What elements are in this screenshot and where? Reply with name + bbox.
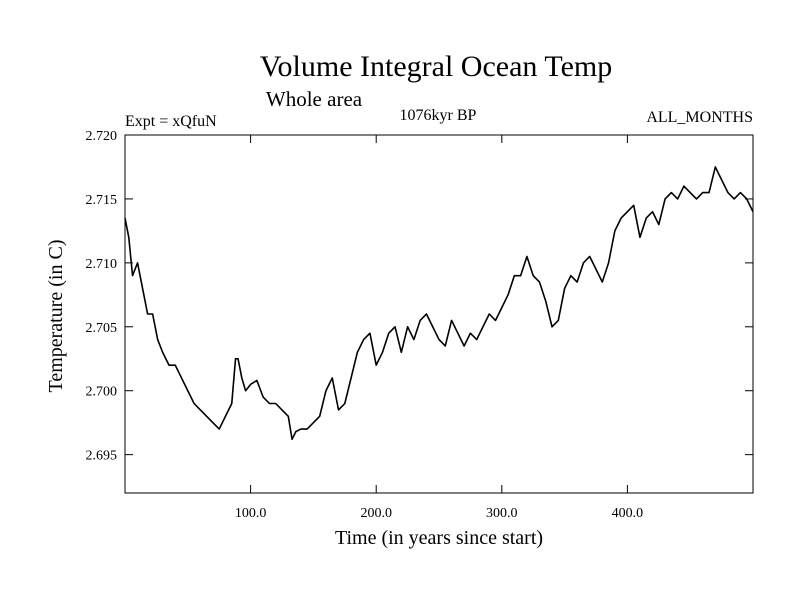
chart-title: Volume Integral Ocean Temp: [260, 50, 613, 83]
x-tick-label: 100.0: [235, 506, 267, 521]
months-label: ALL_MONTHS: [646, 109, 753, 126]
y-tick-label: 2.705: [86, 321, 118, 336]
x-tick-label: 200.0: [360, 506, 392, 521]
y-tick-label: 2.700: [86, 385, 118, 400]
experiment-label: Expt = xQfuN: [125, 113, 217, 130]
x-tick-label: 400.0: [612, 506, 644, 521]
plot-frame: [124, 134, 754, 494]
y-axis-label: Temperature (in C): [45, 240, 67, 393]
x-axis-label: Time (in years since start): [335, 527, 543, 549]
y-axis: 2.695 2.700 2.705 2.710 2.715 2.720: [86, 129, 753, 464]
y-tick-label: 2.715: [86, 193, 118, 208]
y-tick-label: 2.695: [86, 449, 118, 464]
x-axis: 100.0 200.0 300.0 400.0: [235, 135, 643, 521]
chart-subtitle: Whole area: [266, 87, 363, 111]
y-tick-label: 2.720: [86, 129, 118, 144]
period-label: 1076kyr BP: [400, 107, 477, 124]
x-tick-label: 300.0: [486, 506, 518, 521]
temperature-series-line: [124, 166, 754, 441]
y-tick-label: 2.710: [86, 257, 118, 272]
